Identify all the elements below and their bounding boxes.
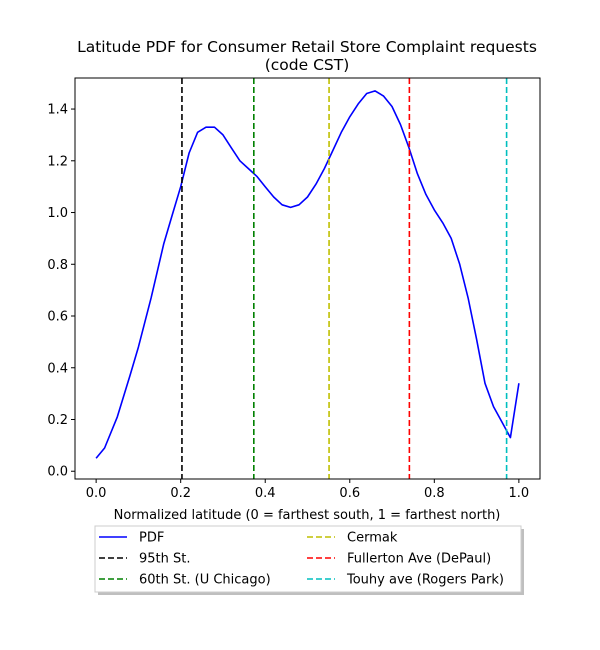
chart-title: Latitude PDF for Consumer Retail Store C…: [77, 38, 537, 56]
legend-label: Touhy ave (Rogers Park): [346, 573, 504, 588]
y-tick-label: 0.6: [47, 310, 68, 325]
x-tick-label: 1.0: [509, 486, 530, 501]
y-tick-label: 0.4: [47, 361, 68, 376]
legend: PDF 95th St. 60th St. (U Chicago) Cermak Ful…: [94, 525, 524, 595]
y-tick-label: 1.4: [47, 103, 68, 118]
pdf-line: [95, 90, 520, 459]
chart-subtitle: (code CST): [265, 56, 350, 74]
axes-frame: [74, 77, 541, 480]
x-tick-label: 0.2: [170, 486, 191, 501]
y-tick-label: 1.0: [47, 206, 68, 221]
y-tick-label: 0.8: [47, 258, 68, 273]
x-tick-label: 0.8: [424, 486, 445, 501]
plot-area: 0.0 0.2 0.4 0.6 0.8 1.0 0.0 0.2 0.4 0.6 0.8 1.0 1.2 1…: [47, 78, 529, 501]
legend-label: PDF: [139, 531, 164, 546]
legend-label: 60th St. (U Chicago): [139, 573, 271, 588]
x-tick-label: 0.0: [86, 486, 107, 501]
legend-label: Fullerton Ave (DePaul): [347, 552, 491, 567]
legend-label: Cermak: [347, 531, 398, 546]
y-tick-label: 1.2: [47, 154, 68, 169]
x-tick-label: 0.6: [339, 486, 360, 501]
y-tick-label: 0.0: [47, 465, 68, 480]
legend-label: 95th St.: [139, 552, 191, 567]
y-tick-label: 0.2: [47, 413, 68, 428]
x-tick-label: 0.4: [255, 486, 276, 501]
x-axis-label: Normalized latitude (0 = farthest south,…: [114, 508, 501, 523]
